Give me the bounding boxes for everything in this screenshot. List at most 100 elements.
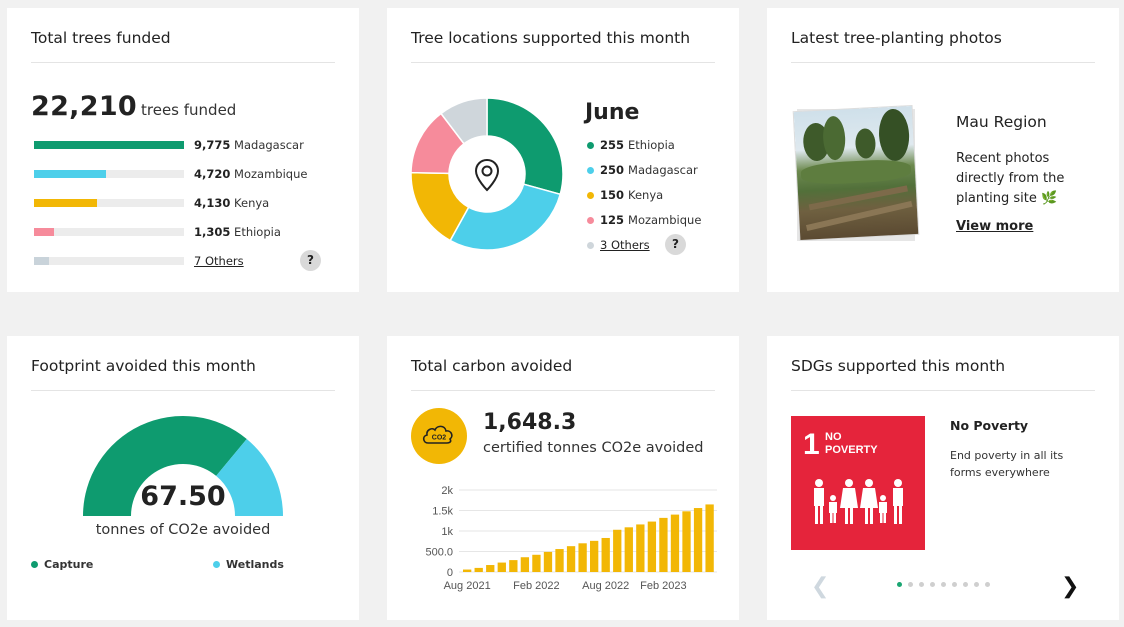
sdg-number: 1 — [803, 428, 820, 461]
legend-value: 150 — [600, 188, 625, 202]
carbon-bar[interactable] — [566, 546, 576, 572]
tree-planting-photo[interactable] — [793, 105, 919, 241]
legend-country: Kenya — [628, 188, 664, 202]
carbon-bar-chart: 0 500.0 1k 1.5k 2k Aug 2021 Feb 2022 Aug 2022 Fe… — [425, 485, 717, 592]
others-link[interactable]: 7 Others — [194, 254, 244, 268]
legend-item: 125 Mozambique — [587, 213, 701, 227]
legend-item: 250 Madagascar — [587, 163, 698, 177]
help-button[interactable]: ? — [300, 250, 321, 271]
footprint-gauge-chart — [83, 416, 283, 516]
bar-fill — [34, 199, 98, 207]
carbon-total: 1,648.3 — [483, 410, 577, 435]
tree-locations-card: Tree locations supported this month June… — [387, 8, 739, 292]
legend-dot — [213, 561, 220, 568]
sdg-goal-title: No Poverty — [950, 418, 1029, 433]
carbon-bar[interactable] — [693, 508, 703, 572]
co2-cloud-icon: CO2 — [411, 408, 467, 464]
pager-dot[interactable] — [930, 582, 935, 587]
bar-fill — [34, 141, 184, 149]
bar-value: 4,720 — [194, 167, 231, 181]
legend-dot — [587, 166, 594, 174]
legend-dot — [31, 561, 38, 568]
pager-dot[interactable] — [919, 582, 924, 587]
legend-dot — [587, 216, 594, 224]
carbon-bar[interactable] — [463, 569, 472, 572]
carbon-bar[interactable] — [520, 557, 530, 572]
y-tick-label: 1k — [441, 526, 453, 538]
pager-dot[interactable] — [941, 582, 946, 587]
sdg-goal-description: End poverty in all its forms everywhere — [950, 449, 1064, 479]
legend-item: 150 Kenya — [587, 188, 663, 202]
carbon-bar[interactable] — [486, 565, 495, 572]
bar-value: 9,775 — [194, 138, 231, 152]
others-link[interactable]: 3 Others — [600, 238, 650, 252]
carbon-bar[interactable] — [636, 524, 645, 572]
legend-label: Capture — [44, 558, 94, 571]
pager-dot[interactable] — [985, 582, 990, 587]
x-tick-label: Feb 2022 — [513, 580, 559, 592]
bar-country: Madagascar — [234, 138, 304, 152]
donut-slice-others[interactable] — [439, 98, 488, 145]
card-title: Footprint avoided this month — [31, 336, 335, 391]
card-title: SDGs supported this month — [791, 336, 1095, 391]
co2-badge-text: CO2 — [432, 435, 447, 442]
carbon-bar[interactable] — [578, 543, 587, 572]
card-title: Latest tree-planting photos — [791, 8, 1095, 63]
carbon-bar[interactable] — [659, 517, 668, 572]
carbon-bar[interactable] — [601, 537, 610, 572]
carbon-bar[interactable] — [670, 514, 680, 572]
carbon-bar[interactable] — [705, 504, 714, 572]
trees-row: 4,130 Kenya — [34, 196, 269, 210]
pager-dot[interactable] — [963, 582, 968, 587]
view-more-link[interactable]: View more — [956, 219, 1034, 234]
carbon-bar[interactable] — [647, 521, 657, 572]
y-tick-label: 0 — [447, 567, 453, 579]
pager-dot[interactable] — [952, 582, 957, 587]
donut-slice-madagascar[interactable] — [449, 183, 562, 250]
photos-card: Latest tree-planting photos Mau Region R… — [767, 8, 1119, 292]
bar-fill — [34, 257, 49, 265]
bar-value: 1,305 — [194, 225, 231, 239]
carbon-bar[interactable] — [555, 549, 564, 572]
carbon-bar[interactable] — [590, 540, 599, 572]
y-tick-label: 500.0 — [425, 547, 453, 559]
legend-wetlands: Wetlands — [213, 558, 284, 571]
legend-country: Mozambique — [628, 213, 702, 227]
carbon-bar[interactable] — [543, 551, 553, 572]
legend-dot — [587, 241, 594, 249]
carbon-unit: certified tonnes CO2e avoided — [483, 440, 704, 456]
trees-total-value: 22,210 — [31, 91, 137, 122]
family-icon — [814, 479, 903, 524]
pager-dot[interactable] — [908, 582, 913, 587]
help-button[interactable]: ? — [665, 234, 686, 255]
next-arrow-icon[interactable]: ❯ — [1061, 574, 1080, 599]
pager-dot[interactable] — [974, 582, 979, 587]
legend-country: Ethiopia — [628, 138, 675, 152]
carbon-bar[interactable] — [532, 554, 541, 572]
carbon-bar[interactable] — [613, 529, 622, 572]
x-tick-label: Aug 2021 — [444, 580, 491, 592]
carbon-bar[interactable] — [509, 560, 518, 572]
donut-slice-ethiopia[interactable] — [486, 98, 563, 196]
carbon-bar[interactable] — [474, 567, 483, 572]
trees-funded-card: Total trees funded 22,210 trees funded 9,… — [7, 8, 359, 292]
footprint-value: 67.50 — [140, 481, 226, 512]
sdg-tile[interactable]: 1 NO POVERTY — [791, 416, 925, 550]
legend-dot — [587, 191, 594, 199]
map-pin-icon — [474, 158, 500, 192]
bar-label: 1,305 Ethiopia — [194, 225, 281, 239]
carbon-bar[interactable] — [682, 511, 691, 572]
pager-dot[interactable] — [897, 582, 902, 587]
carbon-bar[interactable] — [497, 562, 506, 572]
photo-description: Recent photos directly from the planting… — [956, 151, 1065, 206]
prev-arrow-icon[interactable]: ❮ — [811, 574, 830, 599]
footprint-card: Footprint avoided this month 67.50 tonne… — [7, 336, 359, 620]
bar-label: 4,130 Kenya — [194, 196, 269, 210]
carbon-bar[interactable] — [624, 527, 633, 572]
month-label: June — [585, 100, 640, 125]
card-title: Total trees funded — [31, 8, 335, 63]
trees-total: 22,210 trees funded — [31, 91, 236, 122]
sdg-card: SDGs supported this month 1 NO POVERTY N… — [767, 336, 1119, 620]
bar-track — [34, 141, 184, 149]
y-tick-label: 1.5k — [432, 506, 453, 518]
